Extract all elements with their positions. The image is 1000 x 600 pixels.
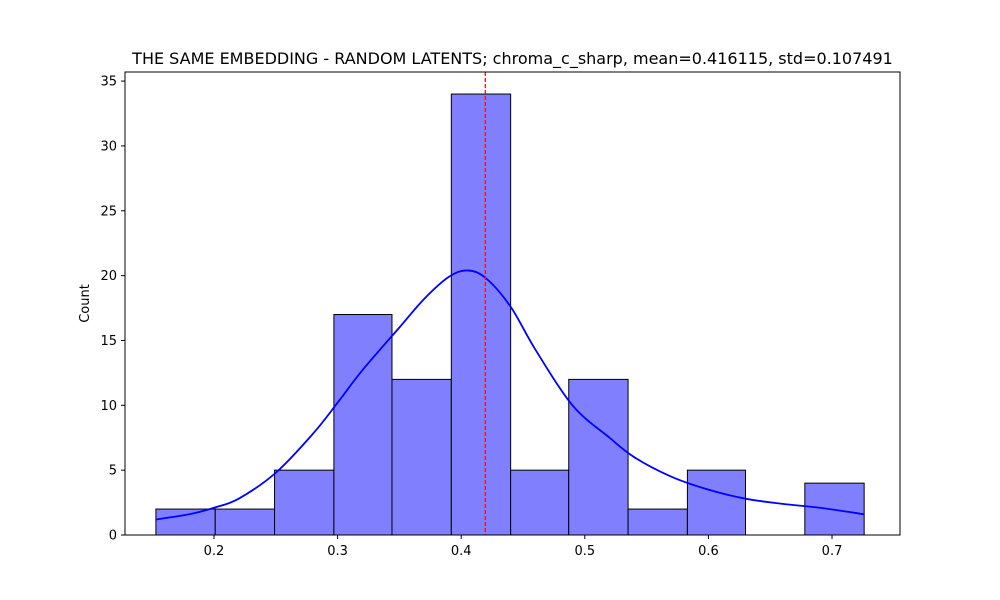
histogram-bar-4 <box>391 378 452 536</box>
x-tick-label: 0.5 <box>574 544 595 559</box>
y-axis-ticks: 0 5 10 15 20 25 30 35 <box>100 75 125 544</box>
histogram-bar-0 <box>155 508 216 536</box>
y-tick-label: 20 <box>100 269 117 284</box>
kde-curve <box>155 269 865 521</box>
histogram-bar-5 <box>450 93 512 536</box>
histogram-bar-2 <box>274 469 335 536</box>
histogram-bar-1 <box>214 508 276 536</box>
histogram-bar-3 <box>333 314 393 536</box>
histogram-bar-6 <box>510 469 570 536</box>
y-tick-label: 5 <box>109 464 117 479</box>
x-tick-label: 0.3 <box>327 544 348 559</box>
y-tick-label: 10 <box>100 399 117 414</box>
y-tick-label: 0 <box>109 529 117 544</box>
x-tick-label: 0.7 <box>822 544 843 559</box>
x-tick-label: 0.6 <box>698 544 719 559</box>
x-tick-label: 0.4 <box>451 544 472 559</box>
histogram-bar-8 <box>627 508 688 536</box>
x-tick-label: 0.2 <box>204 544 225 559</box>
y-tick-label: 15 <box>100 334 117 349</box>
y-tick-label: 25 <box>100 204 117 219</box>
histogram-bar-7 <box>568 378 629 536</box>
y-axis-title: Count <box>78 284 93 323</box>
plot-frame <box>124 71 901 536</box>
y-tick-label: 35 <box>100 75 117 90</box>
bars-layer <box>155 93 865 536</box>
histogram-bar-9 <box>686 469 746 536</box>
kde-layer <box>155 269 865 521</box>
chart-title: THE SAME EMBEDDING - RANDOM LATENTS; chr… <box>131 49 893 69</box>
y-tick-label: 30 <box>100 139 117 154</box>
x-axis-ticks: 0.2 0.3 0.4 0.5 0.6 0.7 <box>204 535 843 559</box>
